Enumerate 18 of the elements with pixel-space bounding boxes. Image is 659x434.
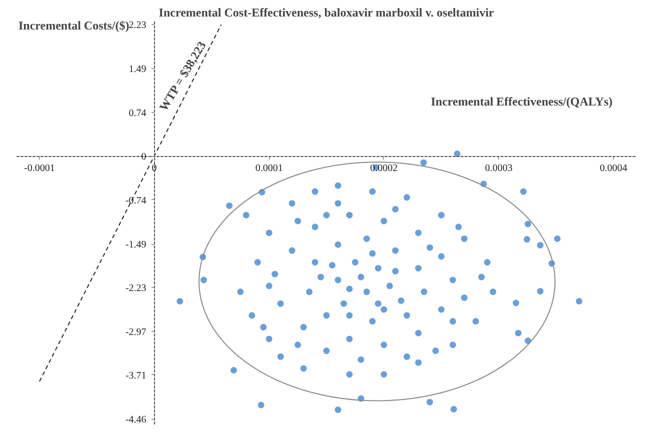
y-tick-label: -1.49 [125, 240, 146, 251]
y-tick-label: 1.49 [128, 64, 146, 75]
x-axis-title: Incremental Effectiveness/(QALYs) [430, 94, 613, 108]
x-tick-label: 0.0001 [255, 163, 283, 174]
y-axis-title: Incremental Costs/($) [18, 18, 130, 32]
y-tick-label: 2.23 [128, 20, 146, 32]
y-tick-label: -0.74 [125, 195, 146, 206]
y-tick-label: 0.74 [128, 108, 146, 120]
y-tick-label: -2.23 [125, 283, 146, 294]
x-tick-label: 0.0002 [370, 163, 398, 174]
x-tick-label: 0.0004 [600, 163, 628, 174]
y-tick-label: -3.71 [125, 370, 146, 382]
x-tick-label: -0.0001 [24, 163, 55, 174]
chart-title: Incremental Cost-Effectiveness, baloxavir marboxil v. oseltamivir [158, 6, 495, 20]
x-tick-label: 0.0003 [484, 163, 512, 174]
y-tick-label: -2.97 [125, 326, 146, 338]
y-tick-label: -4.46 [125, 414, 146, 426]
x-tick-label: 0 [152, 163, 157, 174]
